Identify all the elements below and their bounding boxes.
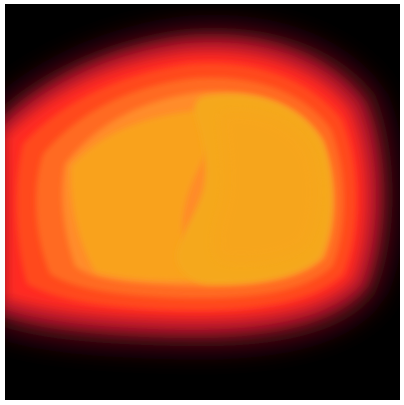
image-frame — [5, 4, 400, 400]
blob-highlight — [214, 112, 317, 262]
blob-layer-amber-left — [70, 110, 211, 281]
heat-blob-graphic — [5, 4, 400, 400]
